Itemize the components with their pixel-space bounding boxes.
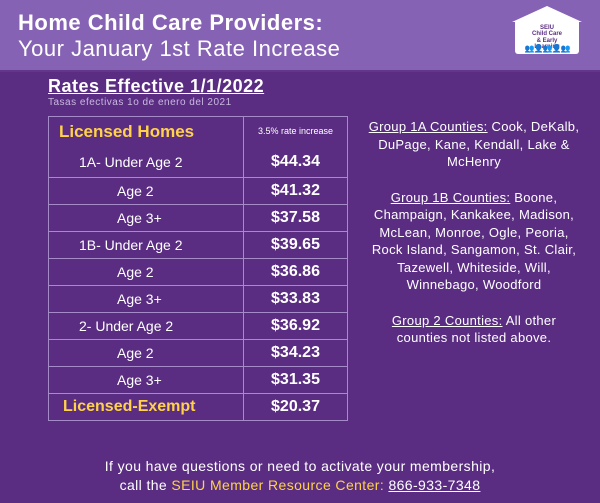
group-1b-list: Boone, Champaign, Kankakee, Madison, McL… xyxy=(372,190,576,293)
group-1b-title: Group 1B Counties: xyxy=(391,190,511,205)
table-row: 1B- Under Age 2$39.65 xyxy=(49,231,347,258)
table-header-row: Licensed Homes 3.5% rate increase xyxy=(49,117,347,147)
row-value: $44.34 xyxy=(244,153,347,171)
seiu-logo: SEIU Child Care & Early Learning 👥👤👥👤👥 xyxy=(512,6,582,61)
table-row: 2- Under Age 2$36.92 xyxy=(49,312,347,339)
seiu-center-name: SEIU Member Resource Center: xyxy=(171,477,388,493)
table-header-right: 3.5% rate increase xyxy=(244,127,347,137)
footer-line2: call the SEIU Member Resource Center: 86… xyxy=(20,476,580,495)
rates-title: Rates Effective 1/1/2022 xyxy=(48,76,348,97)
group-2-title: Group 2 Counties: xyxy=(392,313,503,328)
row-value: $41.32 xyxy=(244,182,347,200)
rate-table: Licensed Homes 3.5% rate increase 1A- Un… xyxy=(48,116,348,421)
table-row: Age 3+$31.35 xyxy=(49,366,347,393)
county-group-1a: Group 1A Counties: Cook, DeKalb, DuPage,… xyxy=(366,118,582,171)
row-label: Age 2 xyxy=(49,340,244,366)
row-label: 2- Under Age 2 xyxy=(49,313,244,339)
exempt-value: $20.37 xyxy=(244,398,347,416)
row-value: $39.65 xyxy=(244,236,347,254)
row-label: 1B- Under Age 2 xyxy=(49,232,244,258)
row-label: Age 2 xyxy=(49,178,244,204)
row-value: $33.83 xyxy=(244,290,347,308)
row-label: Age 3+ xyxy=(49,205,244,231)
county-group-1b: Group 1B Counties: Boone, Champaign, Kan… xyxy=(366,189,582,294)
row-label: Age 2 xyxy=(49,259,244,285)
table-row: Age 2$41.32 xyxy=(49,177,347,204)
exempt-label: Licensed-Exempt xyxy=(49,394,244,420)
row-label: Age 3+ xyxy=(49,367,244,393)
header-bar: Home Child Care Providers: Your January … xyxy=(0,0,600,72)
county-group-2: Group 2 Counties: All other counties not… xyxy=(366,312,582,347)
row-label: 1A- Under Age 2 xyxy=(49,147,244,177)
row-value: $34.23 xyxy=(244,344,347,362)
main-content: Rates Effective 1/1/2022 Tasas efectivas… xyxy=(0,70,600,453)
phone-number[interactable]: 866-933-7348 xyxy=(388,477,480,493)
people-icon: 👥👤👥👤👥 xyxy=(519,44,575,53)
row-label: Age 3+ xyxy=(49,286,244,312)
row-value: $31.35 xyxy=(244,371,347,389)
table-row-exempt: Licensed-Exempt $20.37 xyxy=(49,393,347,420)
header-title-1: Home Child Care Providers: xyxy=(18,10,582,36)
header-title-2: Your January 1st Rate Increase xyxy=(18,36,582,62)
rates-subtitle: Tasas efectivas 1o de enero del 2021 xyxy=(48,97,348,108)
table-row: Age 3+$37.58 xyxy=(49,204,347,231)
table-row: Age 2$36.86 xyxy=(49,258,347,285)
table-row: Age 2$34.23 xyxy=(49,339,347,366)
group-1a-title: Group 1A Counties: xyxy=(369,119,488,134)
row-value: $36.86 xyxy=(244,263,347,281)
county-groups: Group 1A Counties: Cook, DeKalb, DuPage,… xyxy=(366,76,582,453)
table-header-left: Licensed Homes xyxy=(49,117,244,147)
footer: If you have questions or need to activat… xyxy=(0,447,600,503)
table-row: Age 3+$33.83 xyxy=(49,285,347,312)
row-value: $36.92 xyxy=(244,317,347,335)
row-value: $37.58 xyxy=(244,209,347,227)
footer-line1: If you have questions or need to activat… xyxy=(20,457,580,476)
table-row: 1A- Under Age 2$44.34 xyxy=(49,147,347,177)
